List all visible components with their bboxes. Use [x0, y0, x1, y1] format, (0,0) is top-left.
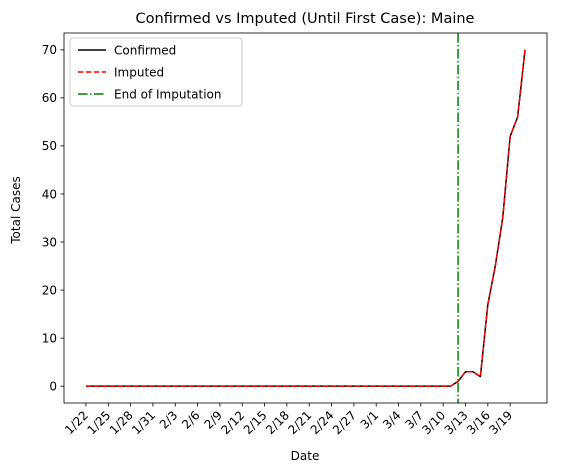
- y-axis-label: Total Cases: [9, 176, 23, 244]
- x-axis-label: Date: [291, 449, 320, 463]
- x-tick-label: 2/21: [285, 408, 314, 437]
- chart-title: Confirmed vs Imputed (Until First Case):…: [136, 11, 475, 27]
- x-tick-label: 1/28: [107, 408, 136, 437]
- x-tick-label: 2/18: [263, 408, 292, 437]
- y-tick-label: 30: [42, 235, 57, 249]
- x-axis-ticks: 1/221/251/281/312/32/62/92/122/152/182/2…: [62, 403, 515, 437]
- legend-label: End of Imputation: [114, 87, 222, 101]
- x-tick-label: 2/6: [179, 408, 203, 432]
- y-tick-label: 0: [49, 379, 57, 393]
- x-tick-label: 3/1: [358, 408, 382, 432]
- legend-label: Confirmed: [114, 43, 176, 57]
- y-tick-label: 60: [42, 91, 57, 105]
- plot-area: [85, 33, 526, 403]
- x-tick-label: 2/12: [218, 408, 247, 437]
- x-tick-label: 3/19: [486, 408, 515, 437]
- plot-frame: [63, 32, 548, 404]
- x-tick-label: 2/15: [241, 408, 270, 437]
- y-tick-label: 40: [42, 187, 57, 201]
- x-tick-label: 2/27: [330, 408, 359, 437]
- y-tick-label: 20: [42, 283, 57, 297]
- y-axis-ticks: 0 10 20 30 40 50 60 70: [42, 43, 64, 393]
- x-tick-label: 3/13: [442, 408, 471, 437]
- legend-box: [69, 37, 243, 107]
- x-tick-label: 2/3: [157, 408, 181, 432]
- series-line-imputed: [85, 49, 526, 387]
- x-tick-label: 1/25: [84, 408, 113, 437]
- x-tick-label: 3/10: [419, 408, 448, 437]
- y-tick-label: 70: [42, 43, 57, 57]
- legend: Confirmed Imputed End of Imputation: [69, 37, 243, 107]
- x-tick-label: 3/4: [380, 408, 404, 432]
- legend-label: Imputed: [114, 65, 164, 79]
- y-tick-label: 10: [42, 331, 57, 345]
- x-tick-label: 2/24: [308, 408, 337, 437]
- y-tick-label: 50: [42, 139, 57, 153]
- x-tick-label: 3/16: [464, 408, 493, 437]
- x-tick-label: 1/22: [62, 408, 91, 437]
- x-tick-label: 1/31: [129, 408, 158, 437]
